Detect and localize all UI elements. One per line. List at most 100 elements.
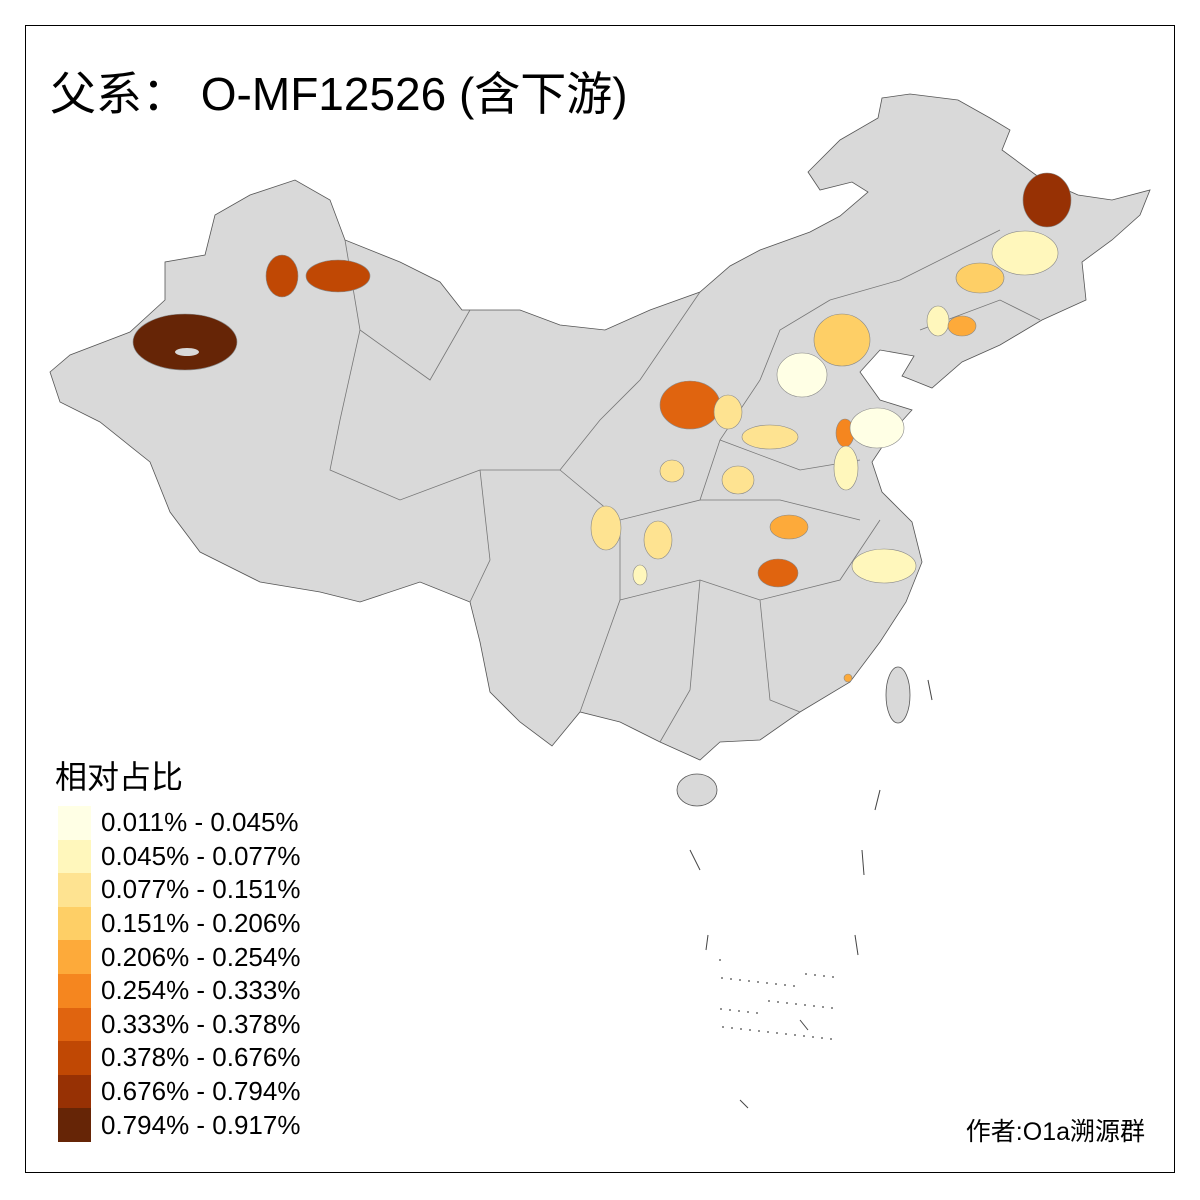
province-border bbox=[700, 499, 861, 521]
province-border bbox=[659, 579, 701, 743]
highlighted-region bbox=[991, 230, 1059, 276]
island-dot bbox=[740, 1028, 742, 1030]
legend-swatch bbox=[58, 1074, 91, 1109]
island-dot bbox=[803, 1035, 805, 1037]
island-dot bbox=[813, 1005, 815, 1007]
island-dot bbox=[747, 1011, 749, 1013]
legend-item: 0.077% - 0.151% bbox=[58, 873, 300, 907]
hainan bbox=[676, 773, 718, 807]
highlighted-region bbox=[659, 459, 685, 483]
island-dot bbox=[784, 984, 786, 986]
island-dot bbox=[795, 1003, 797, 1005]
legend-item: 0.378% - 0.676% bbox=[58, 1041, 300, 1075]
island-mark bbox=[739, 1099, 749, 1109]
island-dot bbox=[832, 976, 834, 978]
legend-label: 0.333% - 0.378% bbox=[101, 1008, 301, 1039]
island-dot bbox=[748, 980, 750, 982]
island-dot bbox=[814, 974, 816, 976]
legend-item: 0.206% - 0.254% bbox=[58, 940, 300, 974]
legend-item: 0.045% - 0.077% bbox=[58, 839, 300, 874]
legend-label: 0.676% - 0.794% bbox=[101, 1076, 301, 1107]
legend-label: 0.254% - 0.333% bbox=[101, 975, 301, 1006]
highlighted-region bbox=[947, 315, 977, 337]
highlighted-region bbox=[132, 313, 238, 371]
legend-label: 0.378% - 0.676% bbox=[101, 1042, 301, 1073]
highlighted-region bbox=[926, 305, 950, 337]
highlighted-region bbox=[776, 352, 828, 398]
island-mark bbox=[799, 1019, 809, 1031]
province-border bbox=[759, 599, 801, 713]
legend-item: 0.011% - 0.045% bbox=[58, 806, 300, 840]
china-mainland bbox=[49, 93, 1151, 761]
legend-label: 0.206% - 0.254% bbox=[101, 941, 301, 972]
highlighted-region bbox=[757, 558, 799, 588]
island-dot bbox=[793, 985, 795, 987]
island-mark bbox=[861, 849, 865, 876]
island-dot bbox=[766, 982, 768, 984]
highlighted-region bbox=[843, 673, 853, 683]
island-dot bbox=[719, 959, 721, 961]
island-mark bbox=[705, 934, 709, 951]
highlighted-region bbox=[769, 514, 809, 540]
island-dot bbox=[721, 977, 723, 979]
island-mark bbox=[854, 934, 859, 956]
island-dot bbox=[786, 1002, 788, 1004]
legend-label: 0.011% - 0.045% bbox=[101, 807, 299, 838]
island-dot bbox=[729, 1009, 731, 1011]
legend-label: 0.077% - 0.151% bbox=[101, 874, 301, 905]
province-border bbox=[480, 291, 701, 471]
highlighted-region bbox=[849, 407, 905, 449]
author-credit: 作者:O1a溯源群 bbox=[965, 1118, 1145, 1146]
island-dot bbox=[757, 981, 759, 983]
island-dot bbox=[767, 1031, 769, 1033]
island-dot bbox=[730, 978, 732, 980]
highlighted-region bbox=[305, 259, 371, 293]
island-dot bbox=[775, 983, 777, 985]
legend-swatch bbox=[58, 1007, 91, 1042]
legend-item: 0.254% - 0.333% bbox=[58, 973, 301, 1008]
highlighted-region bbox=[659, 380, 721, 430]
highlighted-region bbox=[1022, 172, 1072, 228]
legend-swatch bbox=[58, 973, 91, 1008]
island-dot bbox=[821, 1037, 823, 1039]
taiwan bbox=[885, 666, 911, 724]
island-dot bbox=[756, 1012, 758, 1014]
island-dot bbox=[776, 1032, 778, 1034]
highlighted-region bbox=[721, 465, 755, 495]
island-dot bbox=[722, 1026, 724, 1028]
island-dot bbox=[731, 1027, 733, 1029]
legend: 0.011% - 0.045% 0.045% - 0.077% 0.077% - 0… bbox=[58, 806, 300, 1142]
highlighted-region bbox=[741, 424, 799, 450]
island-dot bbox=[777, 1001, 779, 1003]
island-dot bbox=[794, 1034, 796, 1036]
highlighted-region bbox=[833, 445, 859, 491]
legend-swatch bbox=[58, 1108, 91, 1142]
island-dot bbox=[739, 979, 741, 981]
island-dot bbox=[831, 1007, 833, 1009]
legend-label: 0.794% - 0.917% bbox=[101, 1109, 301, 1140]
island-dot bbox=[738, 1010, 740, 1012]
legend-swatch bbox=[58, 906, 91, 941]
island-dot bbox=[822, 1006, 824, 1008]
island-mark bbox=[874, 789, 881, 811]
map-title: 父系： O-MF12526 (含下游) bbox=[50, 68, 628, 120]
highlighted-region bbox=[590, 505, 622, 551]
island-dot bbox=[812, 1036, 814, 1038]
legend-item: 0.676% - 0.794% bbox=[58, 1074, 301, 1109]
highlighted-region bbox=[713, 394, 743, 430]
island-dot bbox=[785, 1033, 787, 1035]
legend-swatch bbox=[58, 873, 91, 907]
island-dot bbox=[768, 1000, 770, 1002]
highlighted-region bbox=[265, 254, 299, 298]
highlighted-region bbox=[643, 520, 673, 560]
legend-swatch bbox=[58, 839, 91, 874]
island-dot bbox=[749, 1029, 751, 1031]
province-border bbox=[829, 229, 1001, 301]
island-dot bbox=[758, 1030, 760, 1032]
island-dot bbox=[830, 1038, 832, 1040]
island-mark bbox=[689, 849, 701, 871]
legend-item: 0.333% - 0.378% bbox=[58, 1007, 301, 1042]
legend-swatch bbox=[58, 1041, 91, 1075]
highlighted-region bbox=[955, 262, 1005, 294]
